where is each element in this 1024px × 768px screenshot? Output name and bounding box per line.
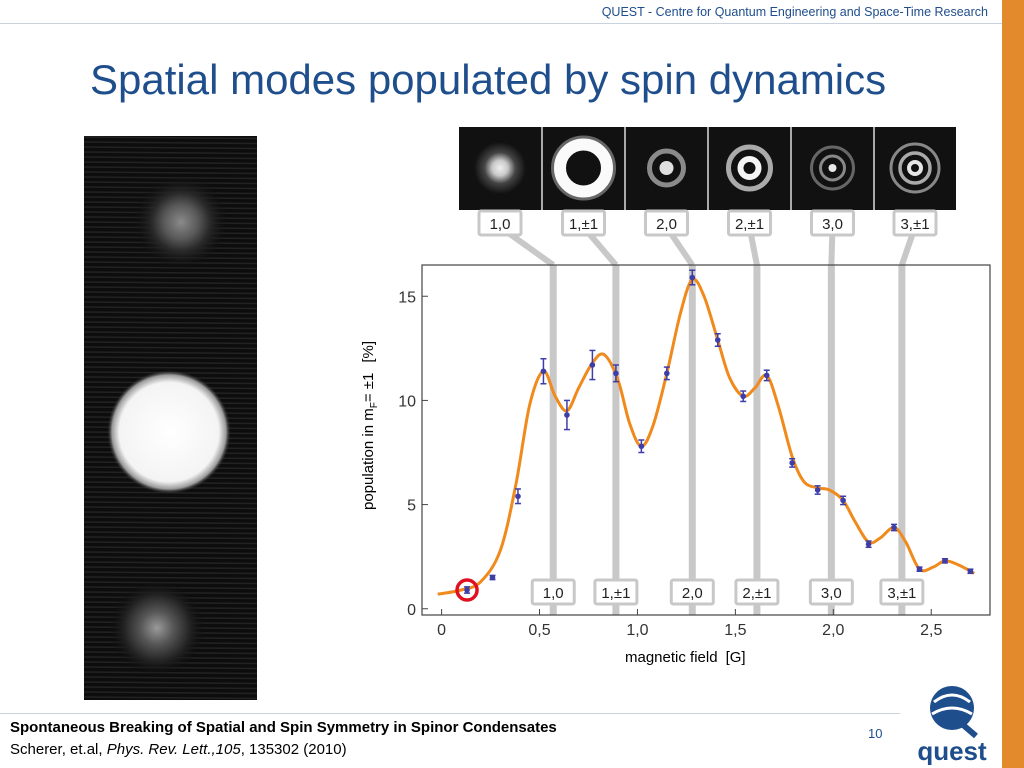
x-tick-label: 0 <box>437 622 446 639</box>
x-tick-label: 1,0 <box>626 622 648 639</box>
lower-cloud <box>109 580 205 676</box>
mode-label-bottom: 1,0 <box>530 578 576 606</box>
mode-label-bottom: 2,±1 <box>734 578 780 606</box>
x-axis-label: magnetic field [G] <box>625 649 746 666</box>
data-point <box>540 358 547 385</box>
svg-text:3,0: 3,0 <box>822 216 843 233</box>
data-point <box>612 364 619 383</box>
svg-text:quest: quest <box>917 736 987 765</box>
data-point <box>689 269 696 286</box>
data-point <box>763 369 770 382</box>
svg-text:2,0: 2,0 <box>682 585 703 602</box>
svg-text:1,±1: 1,±1 <box>569 216 598 233</box>
data-point <box>464 586 471 594</box>
upper-cloud <box>133 174 229 270</box>
mode-label-top: 1,±1 <box>561 209 606 237</box>
mode-image-3-0 <box>810 145 855 191</box>
y-tick-label: 15 <box>398 289 416 306</box>
svg-text:1,±1: 1,±1 <box>601 585 630 602</box>
data-point <box>789 458 796 468</box>
citation-reference: Scherer, et.al, Phys. Rev. Lett.,105, 13… <box>10 741 347 758</box>
institute-header: QUEST - Centre for Quantum Engineering a… <box>601 5 988 19</box>
mode-label-top: 3,0 <box>810 209 855 237</box>
svg-text:3,±1: 3,±1 <box>887 585 916 602</box>
central-cloud <box>107 370 231 494</box>
svg-text:2,0: 2,0 <box>656 216 677 233</box>
data-point <box>589 349 596 381</box>
x-tick-label: 2,0 <box>822 622 844 639</box>
svg-text:1,0: 1,0 <box>543 585 564 602</box>
page-number: 10 <box>868 726 883 741</box>
mode-label-bottom: 2,0 <box>669 578 715 606</box>
data-point <box>714 333 721 347</box>
footer-divider <box>0 713 900 714</box>
mode-image-2-0 <box>647 148 686 188</box>
mode-image-1-0 <box>459 127 541 210</box>
data-point <box>563 399 570 431</box>
x-tick-label: 2,5 <box>920 622 942 639</box>
data-point <box>941 558 948 564</box>
fit-curve <box>437 277 976 596</box>
data-point <box>638 439 645 454</box>
y-tick-label: 0 <box>407 602 416 619</box>
y-tick-label: 5 <box>407 498 416 515</box>
population-chart: 1,0 1,±1 2,0 2,±1 3,0 3,±1 1,0 1,±1 2,0 2,±1 3,0 3… <box>360 209 991 666</box>
atom-cloud-image <box>84 136 257 700</box>
mode-label-bottom: 1,±1 <box>593 578 639 606</box>
header-divider <box>0 23 1002 24</box>
svg-text:1,0: 1,0 <box>490 216 511 233</box>
quest-logo: quest <box>917 686 987 765</box>
data-point <box>514 488 521 505</box>
svg-text:3,±1: 3,±1 <box>900 216 929 233</box>
svg-text:2,±1: 2,±1 <box>735 216 764 233</box>
citation-title: Spontaneous Breaking of Spatial and Spin… <box>10 719 557 736</box>
mode-image-3-pm1 <box>889 142 941 194</box>
mode-label-top: 2,0 <box>644 209 689 237</box>
mode-image-2-pm1 <box>726 144 773 192</box>
x-tick-label: 0,5 <box>528 622 550 639</box>
data-point <box>865 540 872 549</box>
orange-side-bar <box>1002 0 1024 768</box>
data-point <box>663 366 670 381</box>
y-tick-label: 10 <box>398 393 416 410</box>
mode-label-top: 2,±1 <box>727 209 772 237</box>
svg-text:3,0: 3,0 <box>821 585 842 602</box>
mode-label-bottom: 3,0 <box>808 578 854 606</box>
mode-label-top: 3,±1 <box>892 209 938 237</box>
highlight-circle <box>455 578 479 602</box>
data-point <box>916 566 923 572</box>
mode-label-bottom: 3,±1 <box>879 578 925 606</box>
svg-text:2,±1: 2,±1 <box>742 585 771 602</box>
data-point <box>891 523 898 532</box>
data-point <box>740 390 747 403</box>
y-axis-label: population in mF= ±1[%] <box>360 341 380 510</box>
mode-image-1-pm1 <box>551 135 616 201</box>
journal-name: Phys. Rev. Lett.,105 <box>106 741 241 758</box>
data-point <box>814 485 821 495</box>
mode-label-top: 1,0 <box>477 209 523 237</box>
plot-frame <box>421 264 991 616</box>
x-tick-label: 1,5 <box>724 622 746 639</box>
spatial-mode-images <box>459 127 956 210</box>
data-point <box>840 495 847 506</box>
data-point <box>967 568 974 575</box>
slide-title: Spatial modes populated by spin dynamics <box>90 56 887 103</box>
data-point <box>489 574 496 581</box>
